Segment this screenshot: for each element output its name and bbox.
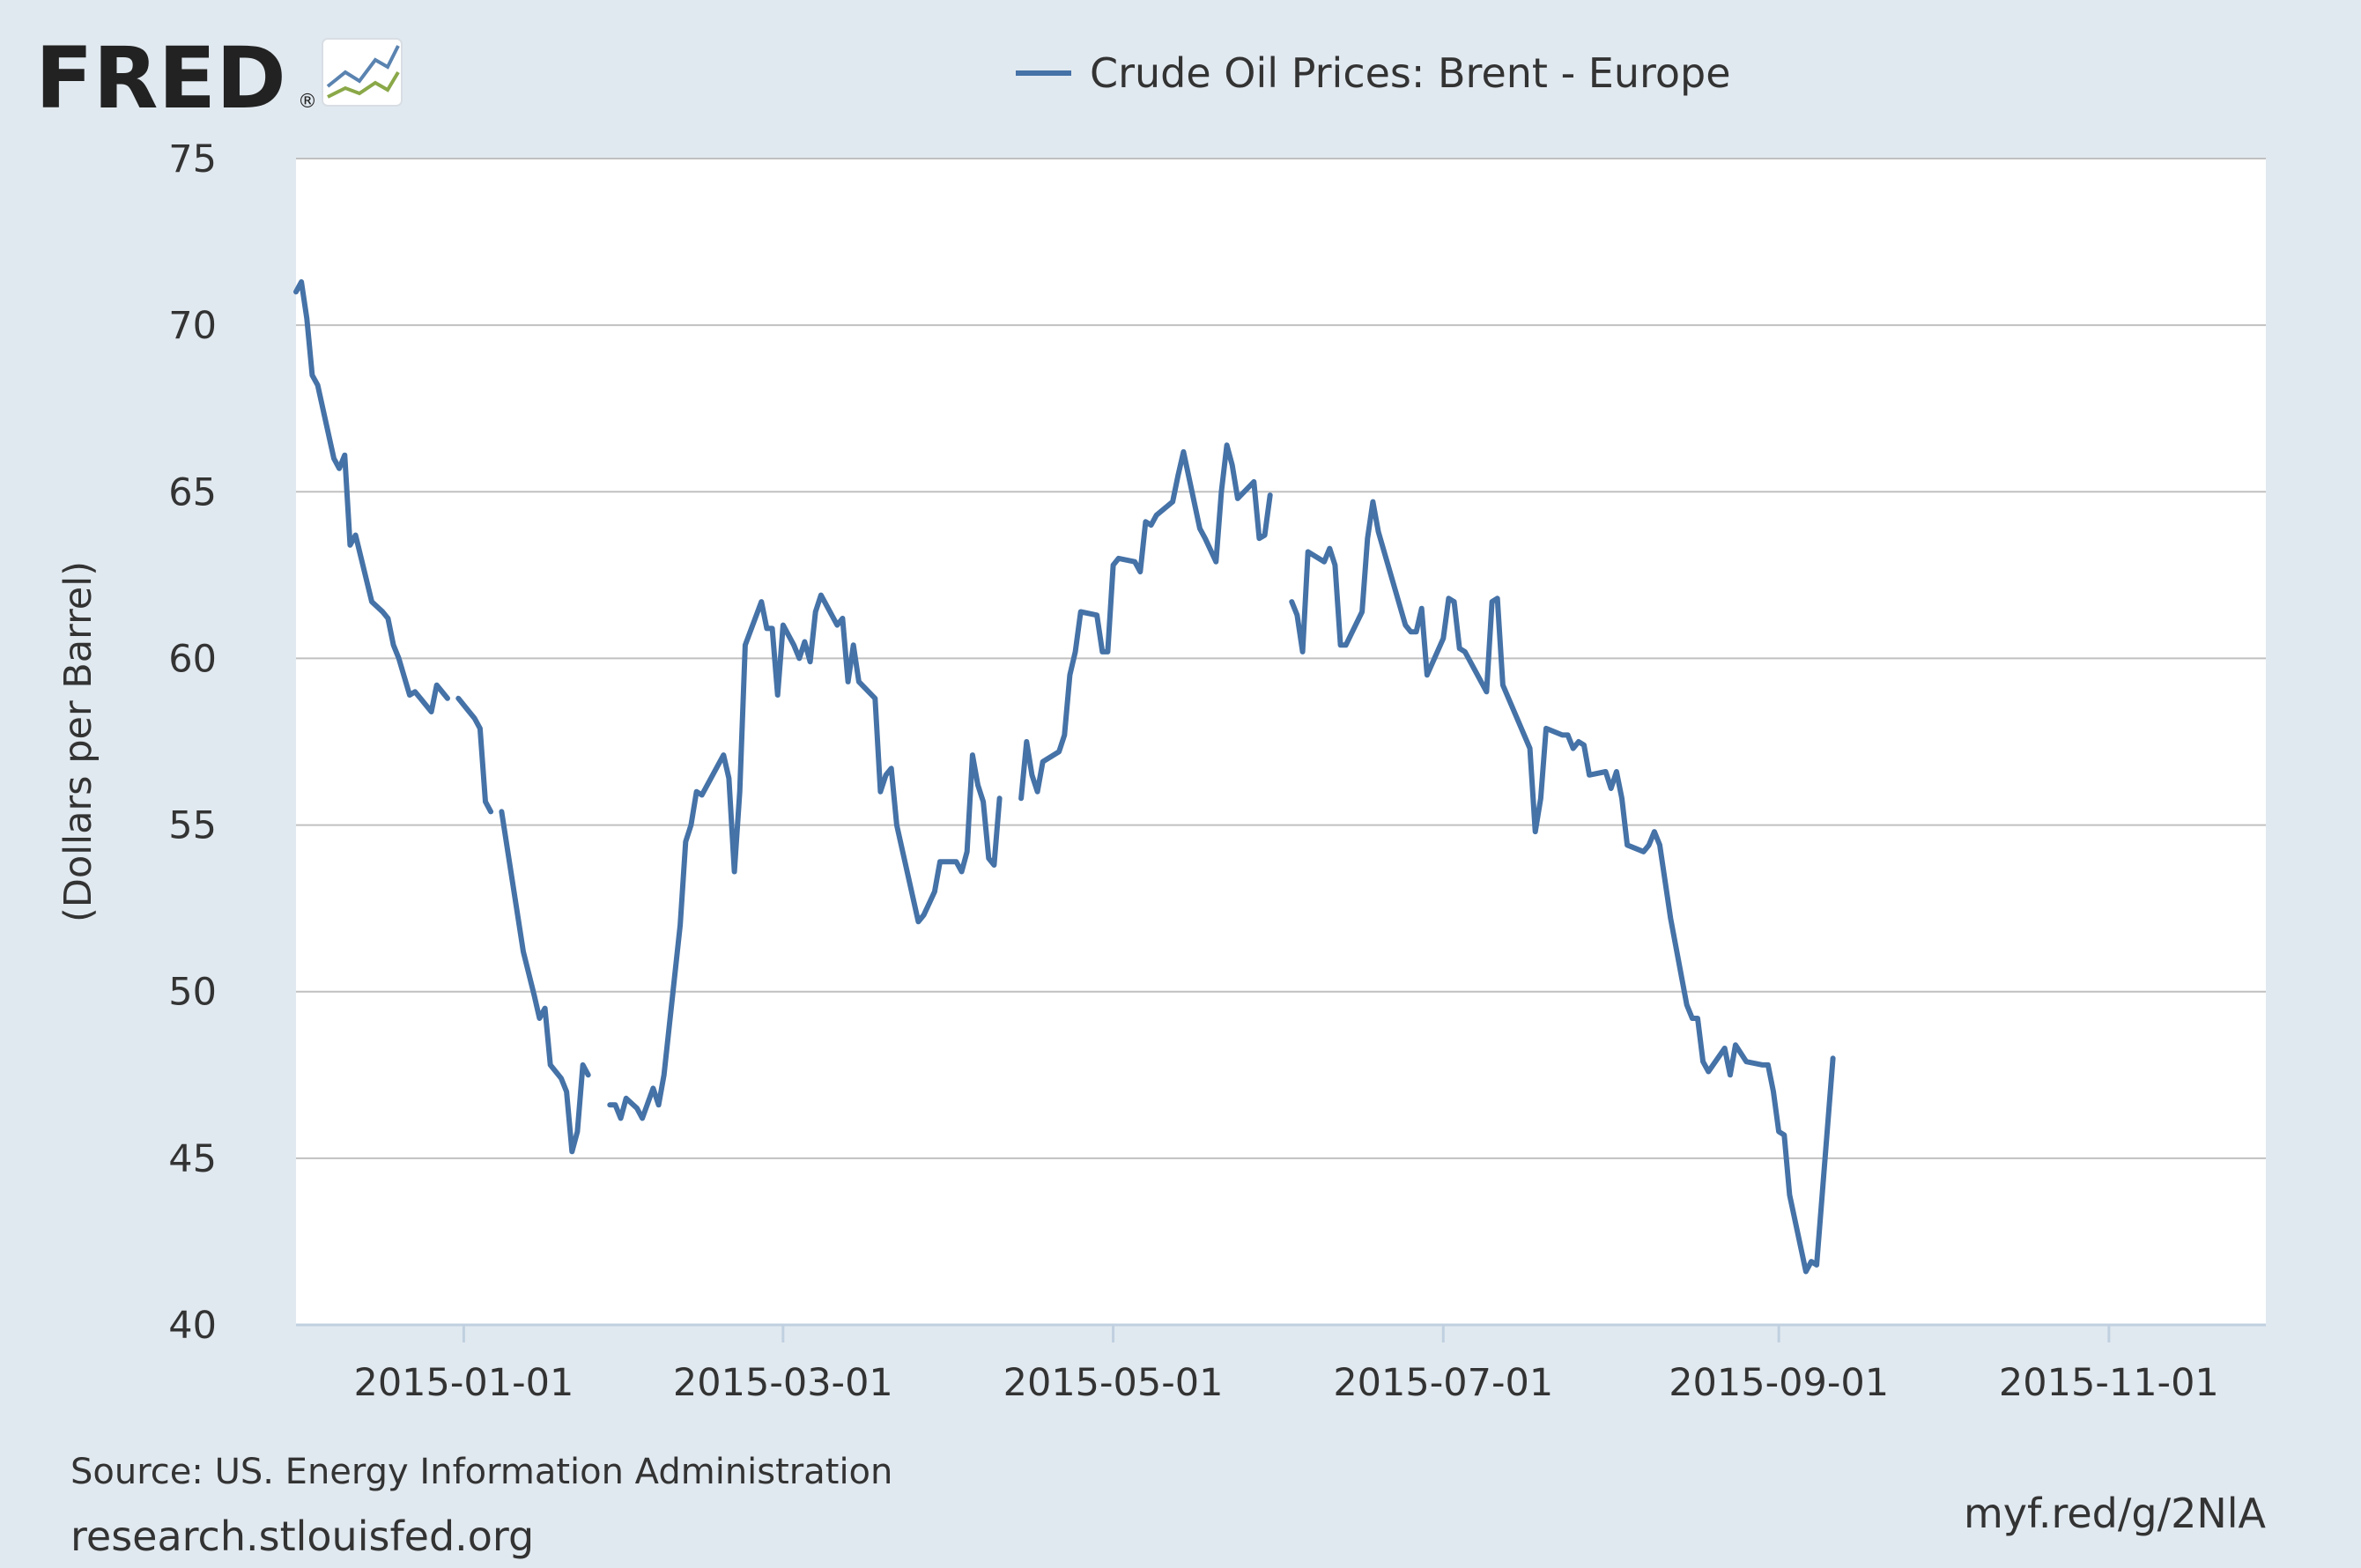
logo-text: FRED: [35, 29, 286, 128]
y-axis-title: (Dollars per Barrel): [56, 561, 100, 922]
x-tick-label: 2015-07-01: [1333, 1361, 1553, 1405]
y-tick-label: 70: [168, 304, 217, 348]
x-axis: 2015-01-01 2015-03-01 2015-05-01 2015-07-01…: [296, 1323, 2266, 1405]
x-tick-label: 2015-09-01: [1669, 1361, 1889, 1405]
y-tick-label: 60: [168, 637, 217, 681]
source-note: Source: US. Energy Information Administr…: [70, 1452, 892, 1492]
legend-label: Crude Oil Prices: Brent - Europe: [1090, 49, 1731, 97]
x-tick-label: 2015-03-01: [673, 1361, 893, 1405]
x-tick-label: 2015-11-01: [1999, 1361, 2219, 1405]
y-tick-label: 50: [168, 971, 217, 1015]
site-link[interactable]: research.stlouisfed.org: [70, 1513, 534, 1560]
logo-registered: ®: [298, 91, 317, 113]
plot-area: [296, 159, 2266, 1325]
fred-chart-icon: [322, 38, 403, 107]
x-tick-label: 2015-05-01: [1003, 1361, 1224, 1405]
gridlines: [296, 158, 2266, 1159]
y-axis-labels: 75 70 65 60 55 50 45 40: [168, 137, 217, 1348]
series-line-segment: [455, 695, 494, 815]
y-tick-label: 55: [168, 804, 217, 848]
y-tick-label: 65: [168, 470, 217, 514]
y-tick-label: 45: [168, 1137, 217, 1181]
y-tick-label: 75: [168, 137, 217, 181]
fred-logo[interactable]: FRED ®: [35, 29, 403, 128]
short-url-link[interactable]: myf.red/g/2NlA: [1964, 1490, 2267, 1537]
series-line-segment: [499, 809, 591, 1155]
y-tick-label: 40: [168, 1304, 217, 1348]
legend: Crude Oil Prices: Brent - Europe: [1016, 49, 1731, 97]
x-tick-label: 2015-01-01: [353, 1361, 574, 1405]
series-brent: [293, 279, 1836, 1275]
series-line-segment: [293, 279, 450, 714]
series-line-segment: [1289, 499, 1836, 1275]
series-line-segment: [607, 592, 1003, 1121]
series-line-segment: [1018, 442, 1273, 802]
